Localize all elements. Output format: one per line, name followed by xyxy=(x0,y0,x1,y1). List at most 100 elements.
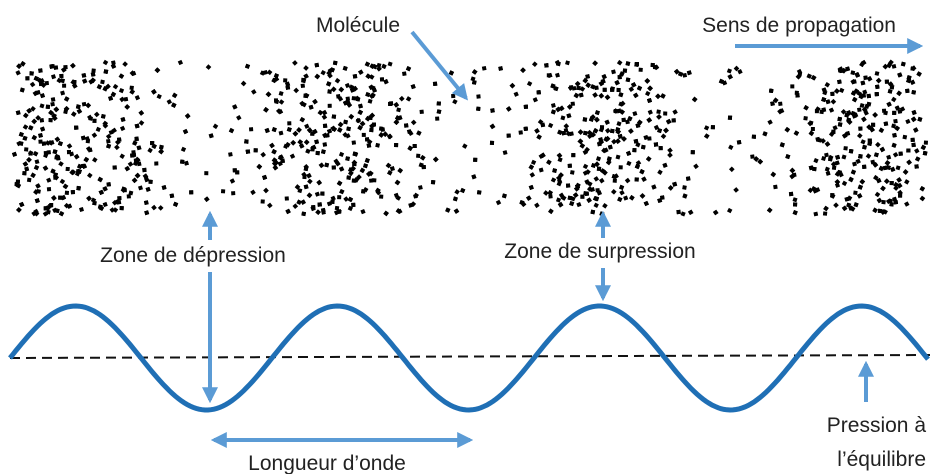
molecule-dot xyxy=(579,143,586,149)
molecule-dot xyxy=(878,127,885,134)
molecule-dot xyxy=(336,180,343,186)
molecule-dot xyxy=(105,133,112,140)
molecule-dot xyxy=(316,179,323,186)
molecule-dot xyxy=(590,131,596,138)
molecule-dot xyxy=(435,116,440,121)
molecule-dot xyxy=(785,154,791,160)
molecule-dot xyxy=(553,86,559,92)
molecule-dot xyxy=(680,211,686,217)
molecule-dot xyxy=(888,198,893,204)
molecule-dot xyxy=(314,139,320,145)
molecule-dot xyxy=(850,169,857,175)
molecule-dot xyxy=(346,126,351,132)
molecule-dot xyxy=(658,146,663,151)
molecule-dot xyxy=(335,160,341,167)
molecule-dot xyxy=(762,131,768,137)
molecule-dot xyxy=(32,90,39,97)
molecule-dot xyxy=(203,196,210,203)
molecule-dot xyxy=(611,173,617,180)
molecule-dot xyxy=(351,140,357,145)
molecule-dot xyxy=(96,84,103,90)
molecule-dot xyxy=(626,160,632,167)
molecule-dot xyxy=(364,137,370,142)
molecule-dot xyxy=(87,114,93,121)
molecule-dot xyxy=(347,196,354,203)
molecule-dot xyxy=(778,101,783,107)
molecule-dot xyxy=(182,128,189,135)
molecule-dot xyxy=(53,65,59,70)
molecule-dot xyxy=(555,61,561,67)
molecule-dot xyxy=(75,104,81,110)
molecule-dot xyxy=(619,100,626,107)
molecule-dot xyxy=(866,101,872,107)
molecule-dot xyxy=(590,209,596,215)
molecule-dot xyxy=(616,59,623,66)
molecule-dot xyxy=(60,194,67,201)
molecule-dot xyxy=(327,89,332,94)
molecule-dot xyxy=(896,177,902,183)
molecule-dot xyxy=(310,131,315,136)
molecule-dot xyxy=(351,202,356,208)
molecule-dot xyxy=(643,134,649,141)
molecule-dot xyxy=(260,199,265,204)
molecule-dot xyxy=(296,199,302,205)
molecule-dot xyxy=(366,143,372,148)
molecule-dot xyxy=(891,123,897,129)
molecule-dot xyxy=(405,96,412,102)
molecule-dot xyxy=(35,114,41,121)
molecule-dot xyxy=(118,87,125,94)
molecule-dot xyxy=(523,126,529,132)
molecule-dot xyxy=(623,195,629,201)
molecule-dot xyxy=(657,197,663,204)
molecule-dot xyxy=(557,157,563,163)
molecule-dot xyxy=(300,199,306,205)
molecule-dot xyxy=(594,85,599,91)
molecule-dot xyxy=(311,205,316,210)
molecule-dot xyxy=(833,202,839,209)
molecule-dot xyxy=(407,145,413,152)
molecule-dot xyxy=(326,128,333,134)
molecule-dot xyxy=(454,189,460,195)
molecule-dot xyxy=(263,187,269,194)
molecule-dot xyxy=(673,68,680,75)
molecule-dot xyxy=(519,199,525,206)
molecule-dot xyxy=(451,93,456,99)
molecule-dot xyxy=(844,196,850,202)
molecule-dot xyxy=(594,116,600,123)
molecule-dot xyxy=(906,75,912,81)
molecule-dot xyxy=(183,160,189,166)
molecule-dot xyxy=(327,103,332,108)
molecule-dot xyxy=(595,156,602,162)
molecule-dot xyxy=(546,159,552,165)
molecule-dot xyxy=(280,158,285,164)
molecule-dot xyxy=(76,185,81,191)
molecule-dot xyxy=(11,151,18,157)
molecule-dot xyxy=(687,209,694,216)
molecule-dot xyxy=(397,167,403,174)
molecule-dot xyxy=(314,62,320,68)
molecule-dot xyxy=(22,112,29,119)
equilibrium-line xyxy=(9,354,930,359)
molecule-dot xyxy=(54,136,61,143)
molecule-dot xyxy=(476,106,481,112)
molecule-dot xyxy=(905,118,911,125)
molecule-dot xyxy=(778,108,785,114)
molecule-dot xyxy=(307,178,313,185)
molecule-dot xyxy=(891,64,897,69)
molecule-dot xyxy=(326,81,332,87)
molecule-dot xyxy=(691,96,698,103)
molecule-dot xyxy=(26,107,32,114)
molecule-dot xyxy=(893,118,898,124)
molecule-dot xyxy=(320,191,325,196)
molecule-dot xyxy=(911,142,916,148)
molecule-dot xyxy=(395,195,402,201)
molecule-dot xyxy=(348,170,354,176)
molecule-dot xyxy=(653,142,659,147)
molecule-dot xyxy=(413,192,419,199)
molecule-dot xyxy=(159,144,164,150)
molecule-dot xyxy=(579,86,586,92)
molecule-dot xyxy=(72,79,77,85)
molecule-dot xyxy=(796,68,803,75)
molecule-dot xyxy=(792,197,798,203)
molecule-dot xyxy=(119,96,125,103)
